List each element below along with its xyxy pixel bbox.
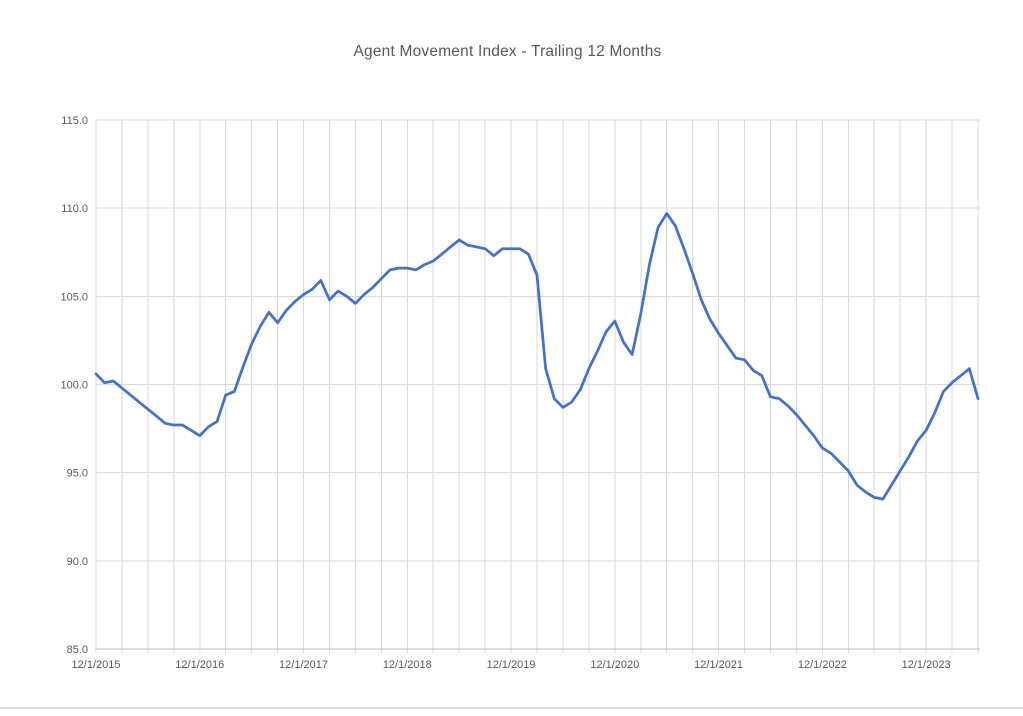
x-tick-label: 12/1/2017 bbox=[279, 659, 328, 671]
x-tick-label: 12/1/2020 bbox=[590, 659, 639, 671]
y-tick-label: 110.0 bbox=[61, 203, 88, 215]
gridlines-group bbox=[95, 119, 980, 653]
axis-labels-group: 85.0 90.0 95.0 100.0 105.0 110.0 115.0 12/1/201… bbox=[60, 115, 950, 671]
x-tick-label: 12/1/2015 bbox=[72, 659, 121, 671]
series-line-agent-movement-index bbox=[94, 212, 980, 501]
y-tick-label: 105.0 bbox=[60, 291, 88, 303]
y-tick-label: 90.0 bbox=[67, 556, 88, 568]
x-tick-label: 12/1/2023 bbox=[902, 659, 951, 671]
y-tick-label: 95.0 bbox=[67, 468, 88, 480]
y-tick-label: 85.0 bbox=[67, 644, 88, 656]
y-tick-label: 100.0 bbox=[60, 380, 88, 392]
chart-title: Agent Movement Index - Trailing 12 Month… bbox=[353, 43, 662, 60]
x-tick-label: 12/1/2022 bbox=[798, 659, 847, 671]
bottom-divider bbox=[0, 707, 1023, 709]
x-tick-label: 12/1/2016 bbox=[175, 659, 224, 671]
y-tick-label: 115.0 bbox=[61, 115, 88, 127]
x-tick-label: 12/1/2019 bbox=[487, 659, 536, 671]
x-tick-label: 12/1/2021 bbox=[694, 659, 743, 671]
x-tick-label: 12/1/2018 bbox=[383, 659, 432, 671]
